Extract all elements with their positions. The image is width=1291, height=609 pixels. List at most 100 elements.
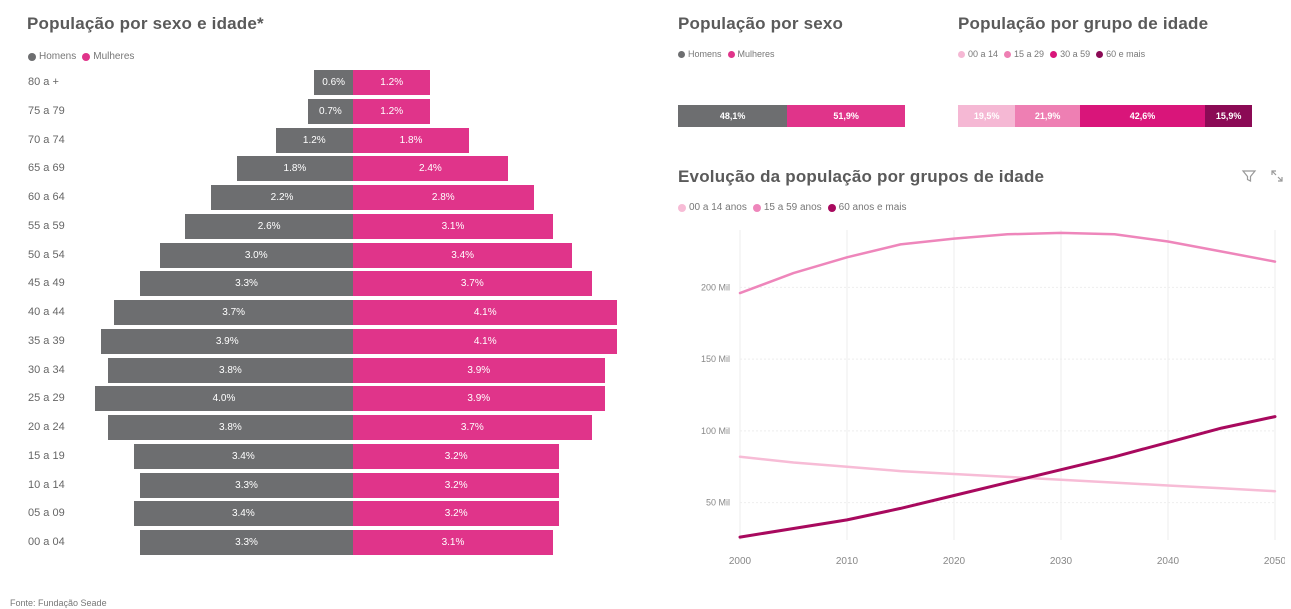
bar-mulheres[interactable] [353, 530, 553, 555]
bar-label-mulheres: 3.2% [444, 450, 468, 462]
bar-homens[interactable] [140, 472, 353, 498]
bar-label-homens: 3.3% [235, 278, 258, 290]
bar-homens[interactable] [107, 415, 353, 440]
bar-mulheres[interactable] [353, 300, 618, 325]
bar-mulheres[interactable] [353, 443, 560, 469]
grupo-segment[interactable] [958, 105, 1016, 127]
legend-label-sexo-mulheres: Mulheres [737, 49, 775, 59]
bar-homens[interactable] [307, 98, 353, 124]
bar-label-mulheres: 1.2% [380, 77, 404, 88]
legend-label-grupo-60: 60 e mais [1106, 49, 1146, 59]
legend-dot-sexo-mulheres [727, 50, 735, 58]
bar-homens[interactable] [314, 70, 353, 95]
bar-label-mulheres: 2.4% [419, 163, 442, 175]
bar-label-mulheres: 1.2% [380, 105, 404, 117]
legend-item-evol-1559[interactable]: 15 a 59 anos [752, 202, 822, 213]
age-label: 40 a 44 [28, 306, 65, 318]
age-label: 45 a 49 [28, 277, 65, 290]
bar-label-homens: 0.7% [319, 105, 342, 117]
legend-label-evol-60: 60 anos e mais [838, 202, 907, 213]
legend-item-evol-0014[interactable]: 00 a 14 anos [678, 202, 747, 213]
legend-dot-homens [28, 52, 36, 61]
bar-homens[interactable] [236, 156, 353, 182]
bar-homens[interactable] [107, 357, 353, 383]
bar-label-homens: 3.0% [244, 249, 268, 261]
bar-homens[interactable] [185, 213, 353, 239]
legend-dot-grupo-0014 [958, 50, 965, 58]
legend-label-homens: Homens [39, 51, 77, 62]
bar-homens[interactable] [114, 300, 353, 325]
bar-homens[interactable] [211, 185, 353, 210]
bar-homens[interactable] [140, 271, 353, 297]
bar-mulheres[interactable] [353, 328, 618, 354]
legend-label-evol-0014: 00 a 14 anos [689, 202, 747, 213]
sexo-segment-label: 51,9% [833, 111, 859, 121]
legend-item-grupo-3059[interactable]: 30 a 59 [1050, 49, 1090, 59]
grupo-legend: 00 a 14 15 a 29 30 a 59 60 e mais [958, 49, 1151, 59]
age-label: 35 a 39 [28, 334, 65, 347]
bar-label-mulheres: 3.1% [441, 220, 465, 232]
bar-homens[interactable] [95, 386, 353, 412]
x-tick-label: 2020 [943, 556, 966, 567]
sexo-stacked-bar: 48,1% 51,9% [678, 105, 905, 127]
footer-source: Fonte: Fundação Seade [10, 598, 107, 608]
bar-label-homens: 3.8% [219, 422, 242, 433]
legend-item-sexo-mulheres[interactable]: Mulheres [727, 49, 775, 59]
grupo-segment[interactable] [1015, 105, 1080, 127]
bar-homens[interactable] [159, 242, 353, 268]
bar-mulheres[interactable] [353, 386, 605, 412]
series-line [738, 415, 1277, 539]
age-label: 65 a 69 [28, 162, 65, 175]
bar-mulheres[interactable] [353, 415, 592, 440]
sexo-segment[interactable] [678, 105, 788, 127]
legend-dot-grupo-1529 [1004, 50, 1012, 58]
bar-mulheres[interactable] [353, 501, 560, 527]
grupo-segment-label: 19,5% [973, 111, 1000, 121]
series-line [738, 231, 1277, 295]
bar-label-mulheres: 1.8% [399, 134, 423, 146]
bar-homens[interactable] [133, 443, 353, 469]
bar-label-homens: 2.2% [270, 192, 294, 203]
sexo-segment[interactable] [787, 105, 905, 127]
bar-homens[interactable] [140, 530, 353, 555]
bar-homens[interactable] [275, 127, 353, 153]
bar-mulheres[interactable] [353, 127, 470, 153]
legend-dot-evol-60 [827, 203, 836, 212]
bar-homens[interactable] [133, 501, 353, 527]
expand-icon[interactable] [1268, 167, 1286, 185]
legend-item-evol-60[interactable]: 60 anos e mais [827, 202, 907, 213]
bar-mulheres[interactable] [353, 213, 553, 239]
bar-mulheres[interactable] [353, 98, 431, 124]
legend-item-grupo-60[interactable]: 60 e mais [1096, 49, 1145, 59]
bar-mulheres[interactable] [353, 185, 534, 210]
bar-mulheres[interactable] [353, 70, 431, 95]
filter-icon[interactable] [1240, 167, 1258, 185]
age-label: 70 a 74 [28, 133, 65, 146]
age-label: 75 a 79 [28, 104, 65, 117]
bar-label-mulheres: 4.1% [473, 307, 497, 318]
legend-item-sexo-homens[interactable]: Homens [678, 49, 722, 59]
legend-item-homens[interactable]: Homens [28, 51, 76, 62]
legend-item-grupo-1529[interactable]: 15 a 29 [1004, 49, 1044, 59]
bar-label-mulheres: 2.8% [431, 192, 455, 203]
grupo-segment[interactable] [1079, 105, 1206, 127]
legend-item-mulheres[interactable]: Mulheres [82, 51, 134, 62]
legend-item-grupo-0014[interactable]: 00 a 14 [958, 49, 998, 59]
bar-mulheres[interactable] [353, 357, 605, 383]
y-tick-label: 100 Mil [701, 426, 730, 436]
bar-homens[interactable] [101, 328, 353, 354]
age-label: 30 a 34 [28, 363, 65, 376]
grupo-segment[interactable] [1205, 105, 1252, 127]
grupo-stacked-bar: 19,5% 21,9% 42,6% 15,9% [958, 105, 1252, 127]
bar-label-homens: 3.3% [235, 479, 258, 491]
bar-label-homens: 4.0% [212, 393, 236, 405]
bar-mulheres[interactable] [353, 242, 573, 268]
bar-mulheres[interactable] [353, 271, 592, 297]
bar-label-mulheres: 3.1% [441, 537, 465, 548]
bar-label-homens: 2.6% [257, 220, 281, 232]
pyramid-title: População por sexo e idade* [27, 14, 264, 33]
evolucao-legend: 00 a 14 anos 15 a 59 anos 60 anos e mais [678, 202, 912, 213]
bar-label-homens: 1.8% [283, 163, 307, 175]
bar-mulheres[interactable] [353, 472, 560, 498]
bar-mulheres[interactable] [353, 156, 508, 182]
